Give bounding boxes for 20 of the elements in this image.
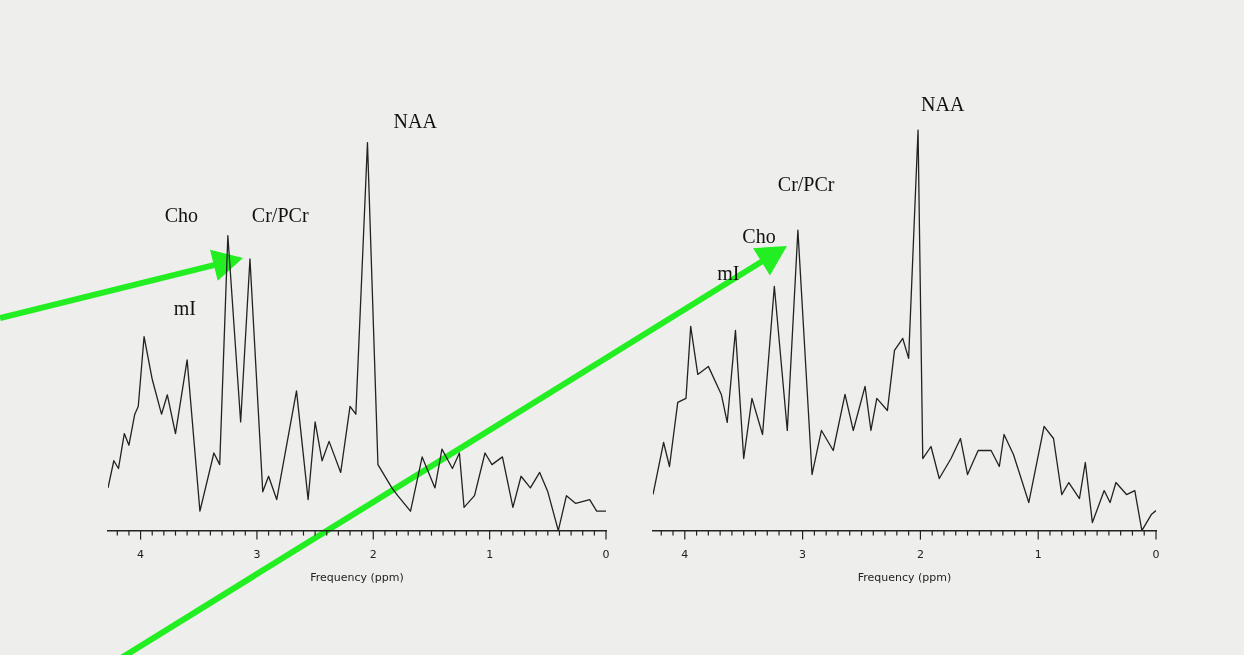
x-tick-label: 0 xyxy=(602,548,610,562)
annotation: Cho xyxy=(742,225,776,248)
text: NAA xyxy=(393,110,438,133)
annotation: Cho xyxy=(164,203,198,226)
annotation: Cr/PCr xyxy=(777,173,835,196)
x-tick-label: 1 xyxy=(1034,548,1042,562)
text: NAA xyxy=(921,93,965,116)
x-axis-title: Frequency (ppm) xyxy=(857,571,952,585)
x-axis-title: Frequency (ppm) xyxy=(310,571,404,585)
x-tick-label: 0 xyxy=(1152,548,1160,562)
x-tick-label: 4 xyxy=(681,548,689,562)
x-tick-label: 3 xyxy=(799,548,807,562)
x-tick-label: 3 xyxy=(253,548,261,562)
annotation: mI xyxy=(717,261,740,284)
annotation: Cr/PCr xyxy=(251,203,309,226)
x-tick-label: 1 xyxy=(486,548,494,562)
annotation: mI xyxy=(173,296,196,319)
x-tick-label: 4 xyxy=(137,548,145,562)
x-tick-label: 2 xyxy=(916,548,924,562)
x-tick-label: 2 xyxy=(369,548,377,562)
